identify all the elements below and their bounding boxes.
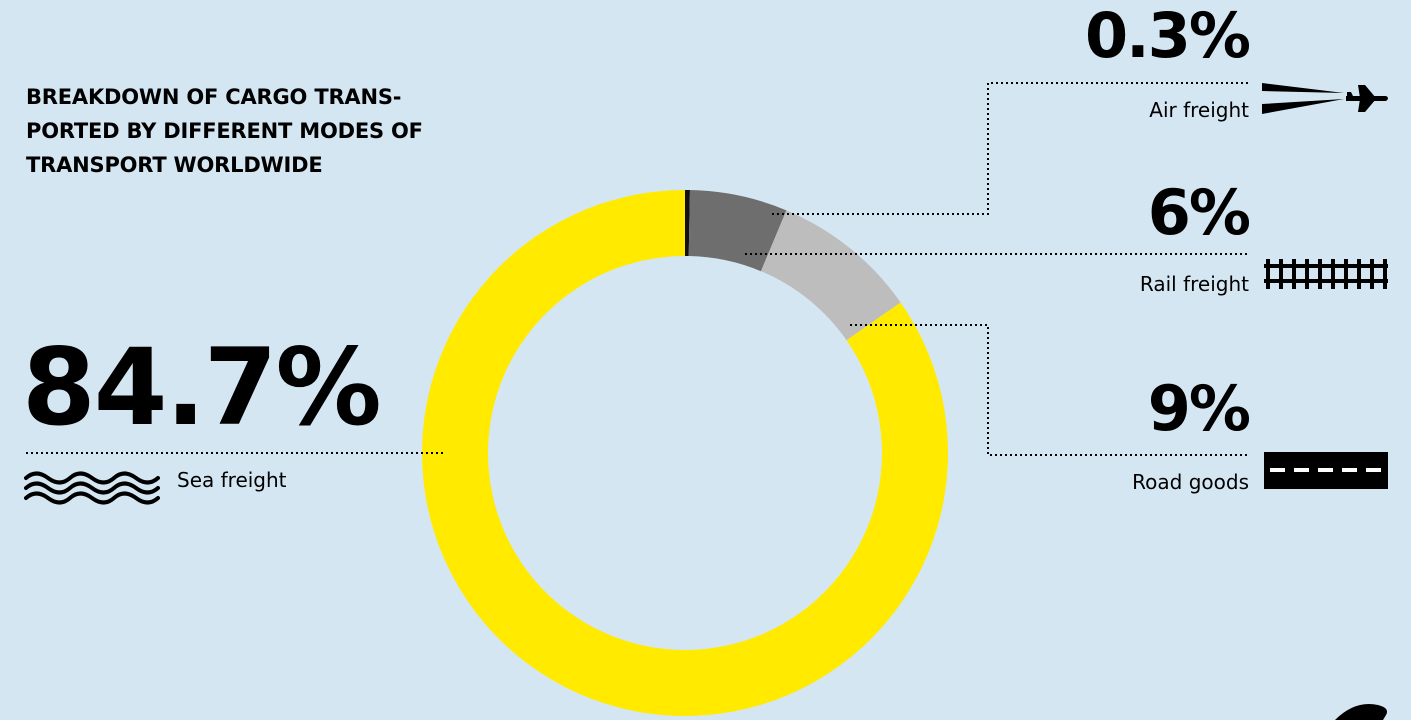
waves-icon	[24, 471, 160, 505]
rail-freight-label: Rail freight	[1139, 272, 1249, 296]
air-freight-leader	[772, 82, 1248, 215]
sea-freight-label: Sea freight	[177, 468, 287, 492]
rail-track-icon	[1264, 259, 1388, 289]
air-freight-label: Air freight	[1149, 98, 1249, 122]
road-icon	[1264, 452, 1388, 489]
rail-tie	[1292, 259, 1296, 289]
rail-tie	[1370, 259, 1374, 289]
slice-road-goods	[760, 210, 901, 341]
rail-tie	[1331, 259, 1335, 289]
brand-logo-icon	[1335, 704, 1387, 720]
rail-tie	[1344, 259, 1348, 289]
road-goods-label: Road goods	[1132, 470, 1249, 494]
plane-icon	[1262, 83, 1388, 114]
rail-tie	[1279, 259, 1283, 289]
rail-tie	[1383, 259, 1387, 289]
chart-title: BREAKDOWN OF CARGO TRANS- PORTED BY DIFF…	[26, 85, 423, 177]
rail-tie	[1357, 259, 1361, 289]
rail-tie	[1266, 259, 1270, 289]
air-freight-value: 0.3%	[1085, 0, 1251, 72]
road-goods-value: 9%	[1147, 372, 1251, 445]
slice-air-freight	[685, 190, 690, 257]
rail-freight-value: 6%	[1147, 176, 1251, 249]
rail-tie	[1318, 259, 1322, 289]
sea-freight-value: 84.7%	[22, 326, 382, 449]
rail-tie	[1305, 259, 1309, 289]
slice-rail-freight	[688, 190, 787, 272]
